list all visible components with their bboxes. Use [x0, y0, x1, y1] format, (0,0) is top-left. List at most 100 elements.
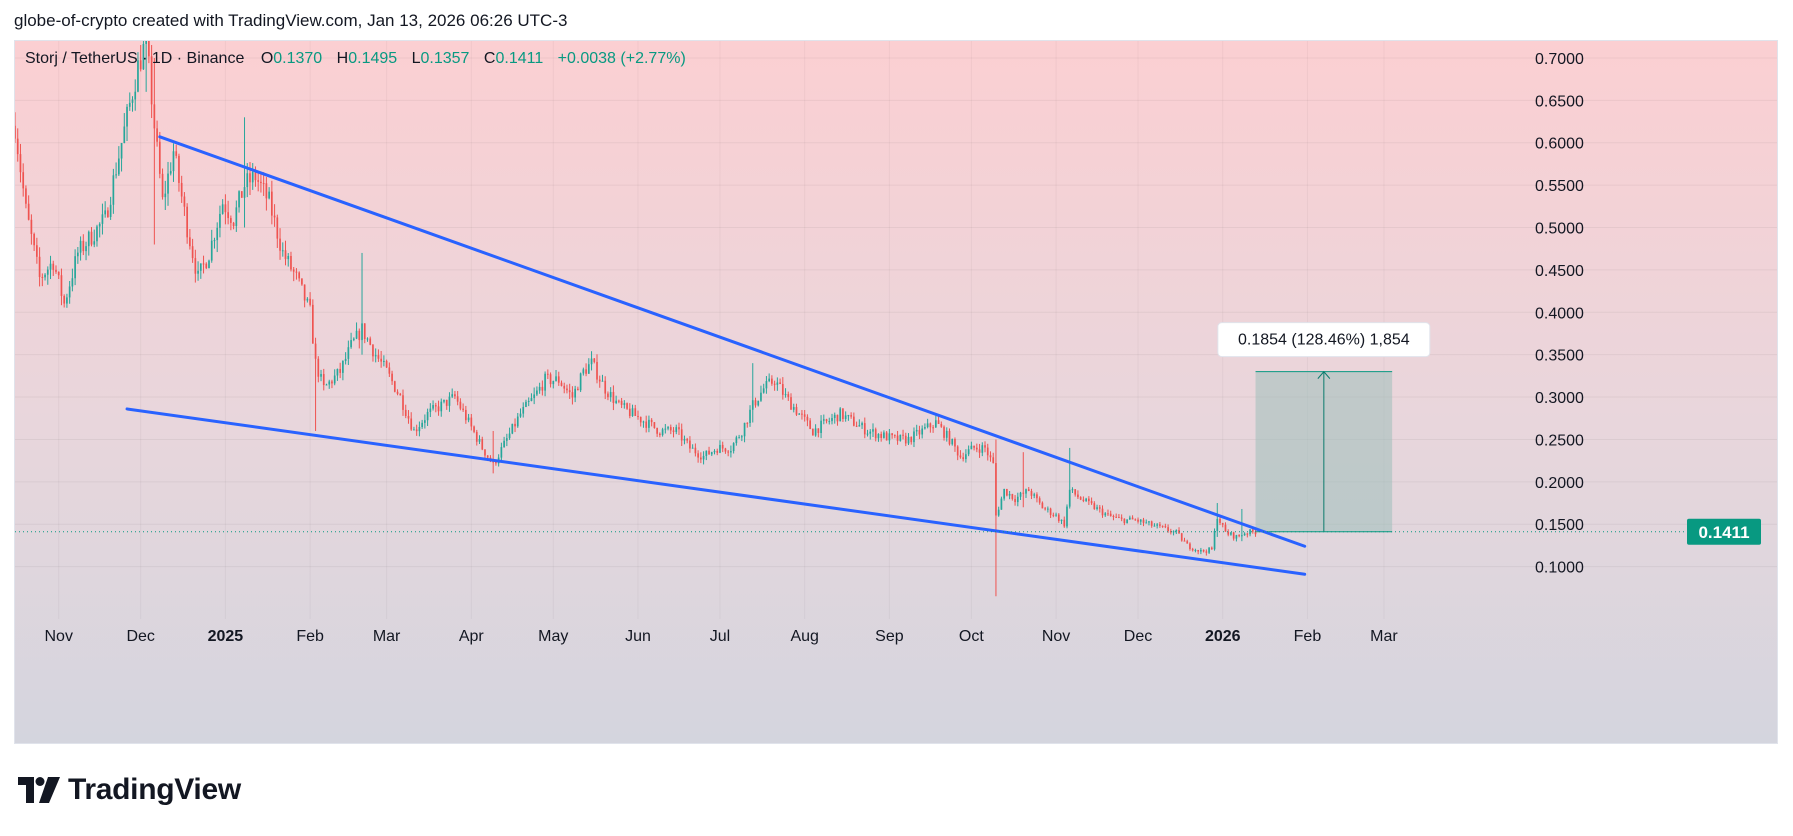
- candle-up: [768, 378, 771, 382]
- candle-down: [1167, 527, 1169, 532]
- price-range-measure[interactable]: [1255, 370, 1393, 533]
- price-axis-label: 0.2000: [1535, 475, 1584, 492]
- price-axis[interactable]: 0.1000 0.1500 0.2000 0.2500 0.3000 0.3500 0.40…: [1535, 51, 1584, 577]
- svg-text:Storj / TetherUS · 1D · Binanc: Storj / TetherUS · 1D · Binance O0.1370 …: [25, 50, 686, 67]
- candle-down: [699, 457, 702, 460]
- candle-down: [240, 191, 243, 198]
- chart-frame[interactable]: 0.1000 0.1500 0.2000 0.2500 0.3000 0.3500 0.40…: [14, 40, 1778, 744]
- tradingview-logo[interactable]: TradingView: [18, 770, 241, 810]
- candle-down: [902, 434, 904, 436]
- candle-up: [732, 443, 735, 452]
- candle-up: [869, 431, 872, 434]
- candle-down: [1027, 489, 1030, 492]
- candle-up: [98, 223, 101, 227]
- candle-down: [975, 447, 978, 450]
- candle-up: [328, 381, 331, 385]
- candle-up: [814, 428, 817, 436]
- candle-up: [1172, 531, 1175, 533]
- candle-up: [615, 400, 617, 404]
- candle-up: [765, 381, 768, 389]
- candle-up: [93, 241, 96, 245]
- candle-down: [404, 409, 407, 416]
- trendline-upper: [158, 135, 1307, 548]
- candle-down: [689, 440, 691, 449]
- time-axis-label: 2026: [1205, 628, 1241, 645]
- candle-up: [85, 246, 87, 252]
- candle-down: [339, 368, 342, 373]
- candle-up: [784, 394, 787, 396]
- candle-up: [757, 400, 760, 406]
- price-axis-label: 0.5500: [1535, 178, 1584, 195]
- candle-down: [1134, 519, 1137, 521]
- candle-down: [36, 245, 38, 257]
- candle-down: [1191, 548, 1194, 551]
- candle-up: [347, 347, 350, 359]
- candle-down: [30, 219, 33, 234]
- price-axis-label: 0.1000: [1535, 560, 1584, 577]
- candle-down: [1030, 491, 1033, 496]
- candle-up: [1241, 535, 1243, 537]
- candle-down: [183, 196, 186, 207]
- candle-up: [926, 423, 929, 428]
- candle-down: [358, 330, 361, 341]
- candle-up: [533, 394, 536, 399]
- candle-down: [380, 358, 382, 362]
- candle-down: [885, 432, 888, 441]
- candle-up: [574, 388, 576, 398]
- candle-up: [899, 434, 902, 441]
- candle-down: [650, 419, 653, 423]
- candle-up: [1249, 529, 1251, 535]
- candle-down: [486, 455, 489, 458]
- candle-down: [322, 374, 325, 386]
- candle-up: [924, 427, 926, 429]
- candle-down: [771, 378, 773, 384]
- candle-down: [369, 338, 372, 345]
- candle-down: [1118, 517, 1120, 519]
- candle-down: [1090, 501, 1093, 504]
- candle-down: [459, 401, 462, 409]
- candle-up: [828, 421, 831, 423]
- candle-up: [661, 429, 664, 436]
- time-axis-label: May: [538, 628, 568, 645]
- candle-up: [861, 423, 863, 426]
- time-axis[interactable]: Nov Dec 2025 Feb Mar Apr May Jun Jul Aug Sep Oct Nov…: [44, 628, 1398, 645]
- candle-down: [546, 373, 549, 375]
- candle-down: [372, 344, 374, 357]
- candle-up: [738, 437, 740, 439]
- candle-up: [831, 418, 833, 422]
- candle-up: [500, 447, 503, 458]
- candle-down: [57, 271, 60, 276]
- measure-label[interactable]: 0.1854 (128.46%) 1,854: [1217, 322, 1431, 358]
- candle-down: [855, 425, 858, 427]
- candle-up: [134, 91, 137, 100]
- candle-down: [33, 233, 35, 246]
- candle-up: [172, 151, 175, 172]
- candle-down: [607, 393, 609, 398]
- candle-down: [992, 457, 995, 464]
- price-axis-label: 0.3500: [1535, 348, 1584, 365]
- candle-down: [1115, 516, 1118, 518]
- legend-low-value: 0.1357: [421, 50, 470, 67]
- legend-change: +0.0038 (+2.77%): [558, 50, 686, 67]
- candle-up: [590, 358, 593, 365]
- candle-down: [604, 380, 607, 394]
- trendlines[interactable]: [125, 135, 1307, 576]
- candle-up: [820, 420, 822, 433]
- candle-down: [1093, 503, 1096, 510]
- candle-down: [156, 128, 158, 142]
- candle-down: [1107, 513, 1109, 515]
- candle-up: [582, 369, 585, 374]
- candle-up: [44, 274, 46, 278]
- candle-up: [1126, 519, 1128, 524]
- candle-up: [109, 204, 112, 217]
- price-chart[interactable]: 0.1000 0.1500 0.2000 0.2500 0.3000 0.3500 0.40…: [15, 41, 1777, 743]
- candle-down: [806, 416, 809, 421]
- candle-up: [538, 386, 541, 391]
- symbol-legend[interactable]: Storj / TetherUS · 1D · Binance O0.1370 …: [25, 50, 686, 67]
- candle-down: [1006, 489, 1008, 496]
- candle-down: [1219, 518, 1221, 523]
- candle-down: [989, 455, 992, 458]
- candle-up: [478, 439, 481, 442]
- candle-down: [628, 408, 631, 417]
- candle-up: [96, 226, 98, 242]
